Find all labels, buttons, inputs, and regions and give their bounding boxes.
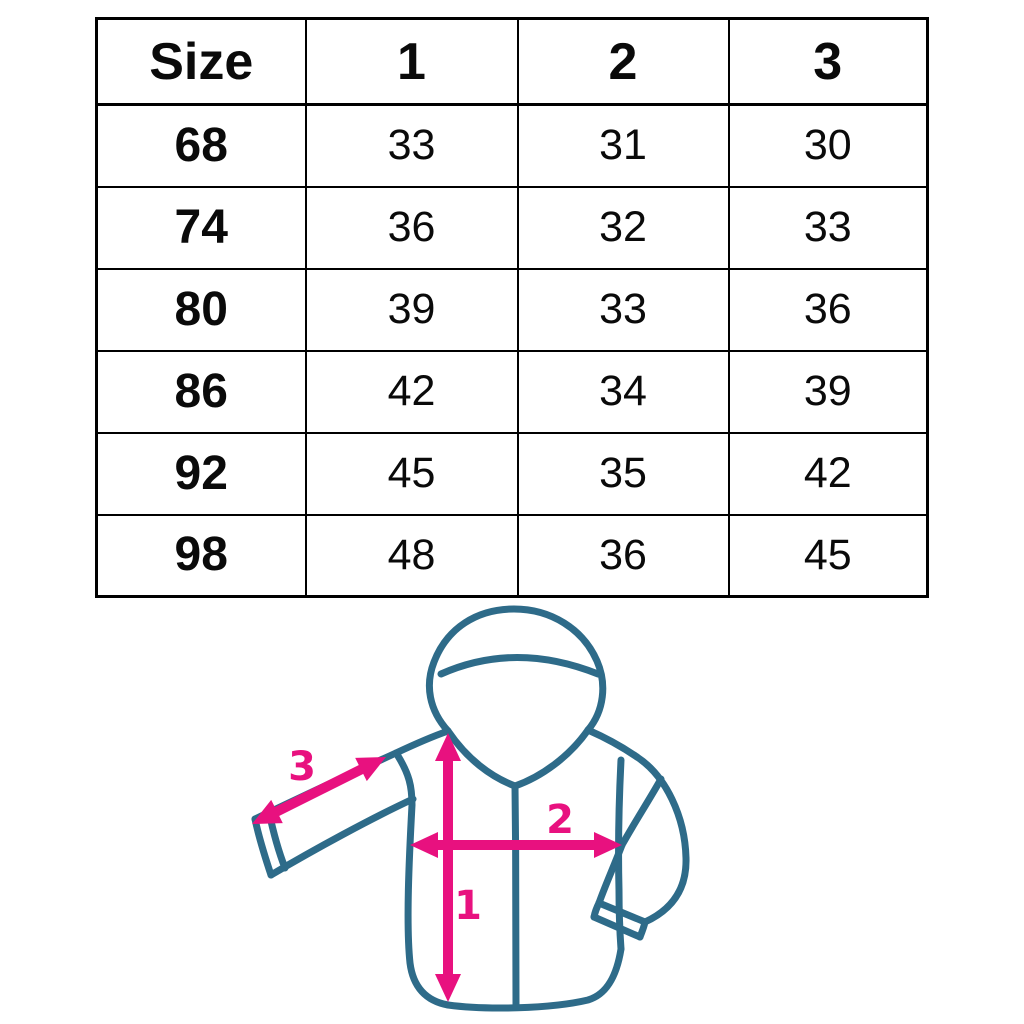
measurement-value: 42 bbox=[304, 349, 519, 434]
measurement-value: 34 bbox=[516, 349, 730, 434]
measurement-value: 35 bbox=[516, 431, 730, 516]
right-forearm-inner-edge bbox=[595, 841, 626, 907]
column-header-2: 2 bbox=[516, 17, 730, 106]
header-row: Size 1 2 3 bbox=[95, 17, 929, 106]
column-header-3: 3 bbox=[727, 17, 929, 106]
table-row: 92 45 35 42 bbox=[95, 431, 929, 516]
center-front-line bbox=[511, 782, 520, 1009]
measurement-value: 33 bbox=[304, 103, 519, 188]
table-row: 86 42 34 39 bbox=[95, 349, 929, 434]
size-label: 98 bbox=[95, 513, 307, 598]
right-cuff-cap-right bbox=[636, 918, 649, 941]
right-cuff-band-bottom bbox=[590, 913, 644, 941]
left-cuff-end bbox=[251, 815, 275, 879]
hood-opening-band bbox=[437, 654, 602, 678]
jacket-outline-drawing bbox=[251, 605, 690, 1012]
size-chart-table: Size 1 2 3 68 33 31 30 74 36 32 33 80 39… bbox=[95, 17, 929, 598]
right-sleeve-seam bbox=[618, 775, 665, 849]
measurement-value: 45 bbox=[304, 431, 519, 516]
measurement-value: 45 bbox=[727, 513, 929, 598]
measurement-value: 36 bbox=[304, 185, 519, 270]
measurement-value: 48 bbox=[304, 513, 519, 598]
measurement-value: 36 bbox=[727, 267, 929, 352]
size-label: 86 bbox=[95, 349, 307, 434]
measurement-value: 39 bbox=[304, 267, 519, 352]
measurement-arrow-sleeve: 3 bbox=[252, 744, 386, 824]
measurement-value: 33 bbox=[516, 267, 730, 352]
arrow-3-shaft bbox=[270, 762, 368, 819]
arrow-3-head-lower bbox=[252, 799, 283, 824]
hood-v-right bbox=[511, 726, 592, 790]
arrow-2-head-right bbox=[594, 832, 622, 858]
table-row: 98 48 36 45 bbox=[95, 513, 929, 598]
table-row: 74 36 32 33 bbox=[95, 185, 929, 270]
bottom-hem bbox=[444, 945, 625, 1012]
measurement-value: 39 bbox=[727, 349, 929, 434]
body-left-edge bbox=[394, 752, 452, 1009]
column-header-size: Size bbox=[95, 17, 307, 106]
measurement-value: 31 bbox=[516, 103, 730, 188]
table-row: 68 33 31 30 bbox=[95, 103, 929, 188]
arrow-1-label: 1 bbox=[454, 883, 482, 929]
hood-outer-edge bbox=[425, 605, 607, 735]
size-label: 74 bbox=[95, 185, 307, 270]
left-sleeve-bottom-edge bbox=[267, 795, 417, 879]
arrow-1-head-up bbox=[435, 733, 461, 761]
table-row: 80 39 33 36 bbox=[95, 267, 929, 352]
measurement-value: 42 bbox=[727, 431, 929, 516]
measurement-arrow-chest-width: 2 bbox=[410, 797, 622, 858]
column-header-1: 1 bbox=[304, 17, 519, 106]
arrow-3-head-upper bbox=[355, 757, 386, 782]
arrow-1-head-down bbox=[435, 974, 461, 1002]
right-shoulder-seam bbox=[584, 726, 641, 761]
arrow-2-label: 2 bbox=[546, 797, 574, 843]
right-cuff-cap-left bbox=[590, 899, 603, 921]
size-label: 68 bbox=[95, 103, 307, 188]
hood-v-left bbox=[444, 727, 519, 790]
jacket-measurement-diagram: 1 2 3 bbox=[251, 605, 690, 1012]
right-cuff-band-top bbox=[595, 899, 649, 926]
size-label: 92 bbox=[95, 431, 307, 516]
arrow-2-head-left bbox=[410, 832, 438, 858]
measurement-arrow-length: 1 bbox=[435, 733, 482, 1002]
size-label: 80 bbox=[95, 267, 307, 352]
measurement-value: 33 bbox=[727, 185, 929, 270]
arrow-3-label: 3 bbox=[288, 744, 316, 790]
measurement-value: 32 bbox=[516, 185, 730, 270]
measurement-value: 30 bbox=[727, 103, 929, 188]
left-shoulder-seam bbox=[392, 727, 452, 757]
measurement-value: 36 bbox=[516, 513, 730, 598]
